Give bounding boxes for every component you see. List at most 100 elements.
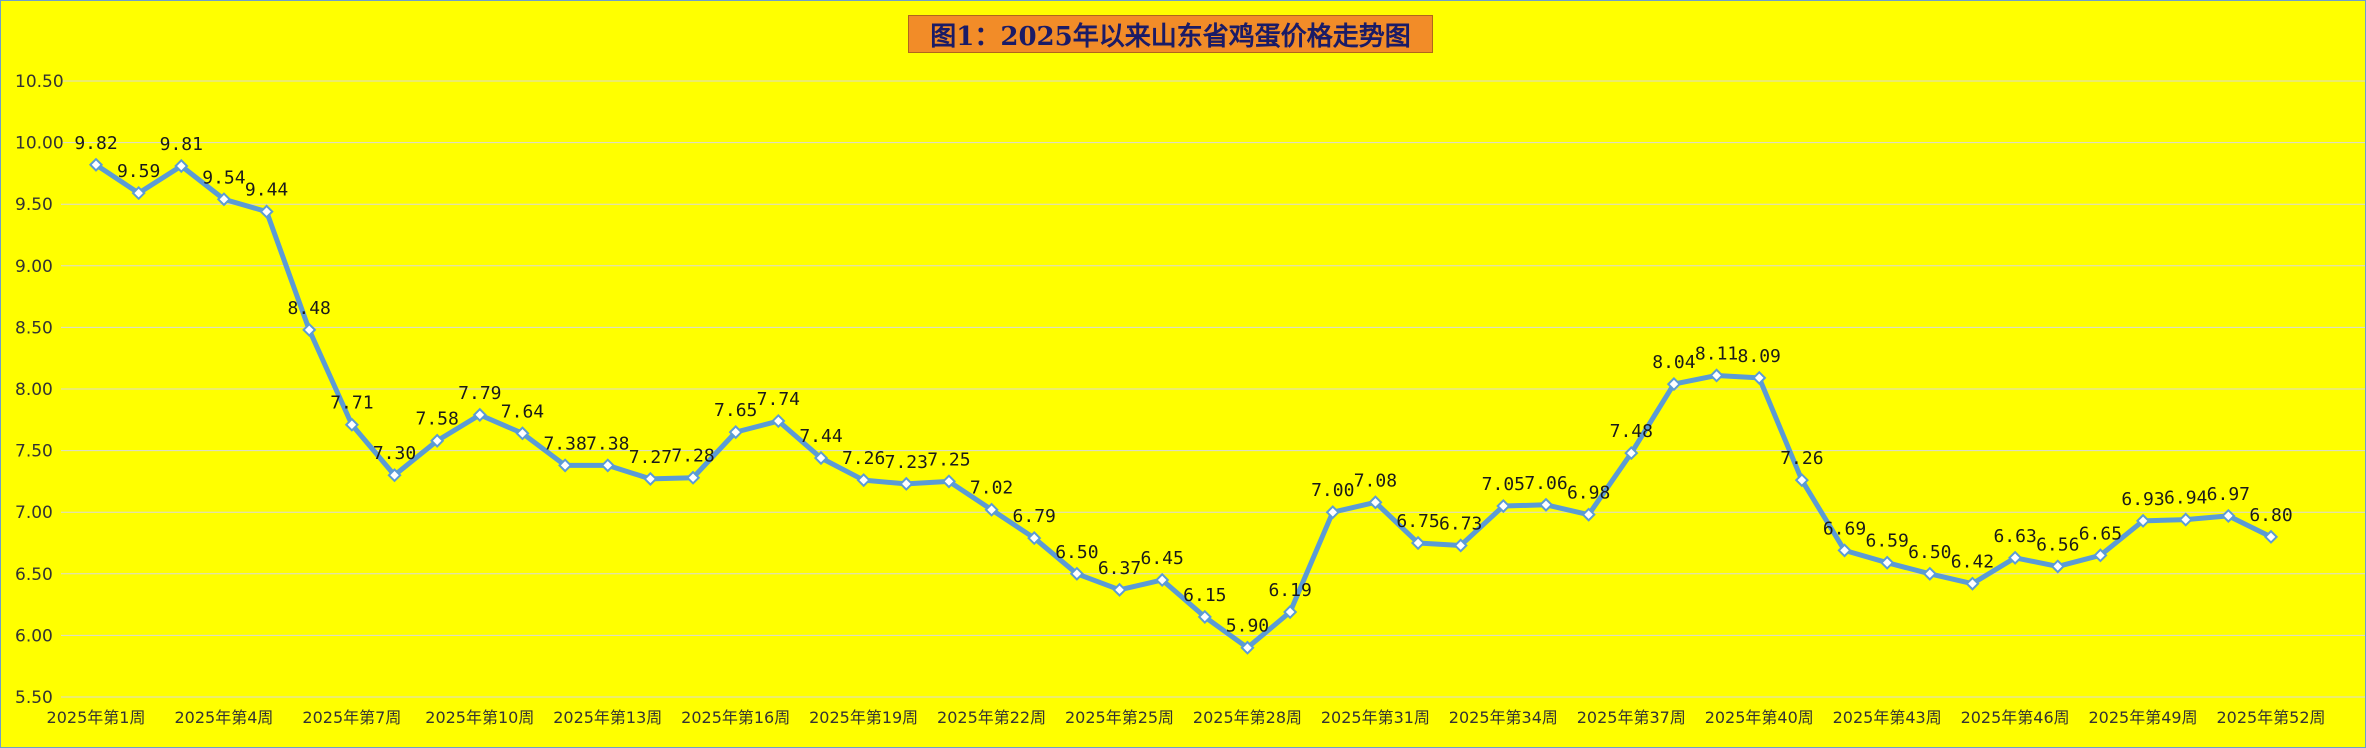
data-point [1837,543,1852,558]
data-point [472,407,487,422]
data-label: 7.00 [1311,480,1354,501]
x-tick-label: 2025年第49周 [2089,708,2198,727]
data-label: 6.94 [2164,488,2207,509]
data-label: 7.38 [586,433,629,454]
data-point [1794,473,1809,488]
x-tick-label: 2025年第22周 [937,708,1046,727]
x-tick-label: 2025年第13周 [553,708,662,727]
data-label: 8.11 [1695,343,1738,364]
data-label: 9.44 [245,180,288,201]
data-point [2050,559,2065,574]
y-tick-label: 6.00 [15,626,53,646]
data-label: 7.58 [415,409,458,430]
data-label: 7.30 [373,443,416,464]
x-tick-label: 2025年第46周 [1961,708,2070,727]
x-tick-label: 2025年第52周 [2216,708,2325,727]
data-label: 6.79 [1013,506,1056,527]
data-point [515,426,530,441]
data-label: 6.59 [1865,531,1908,552]
x-axis-ticks: 2025年第1周 2025年第4周 2025年第7周 2025年第10周 2025年第1… [47,708,2326,727]
data-label: 9.82 [74,133,117,154]
data-points [88,157,2279,655]
data-label: 8.09 [1738,346,1781,367]
y-tick-label: 9.50 [15,195,53,215]
data-label: 6.42 [1951,552,1994,573]
data-label: 6.75 [1396,511,1439,532]
data-point [88,157,104,172]
x-tick-label: 2025年第40周 [1705,708,1814,727]
data-point [1496,498,1511,514]
data-point [1922,566,1937,581]
data-point [430,433,445,448]
data-label: 6.37 [1098,558,1141,579]
data-label: 6.65 [2079,523,2122,544]
data-label: 7.44 [799,426,842,447]
data-label: 8.48 [288,298,331,319]
x-tick-label: 2025年第7周 [302,708,401,727]
data-point [1453,538,1468,553]
y-axis-ticks: 5.50 6.00 6.50 7.00 7.50 8.00 8.50 9.00 9.50 10.0… [15,72,64,708]
x-tick-label: 2025年第37周 [1577,708,1686,727]
data-label: 7.28 [671,446,714,467]
data-point [2093,548,2108,563]
data-label: 7.79 [458,383,501,404]
data-point [856,473,871,488]
data-point [2135,513,2151,528]
data-point [216,192,232,207]
data-label: 7.71 [330,393,373,414]
data-label: 6.97 [2207,484,2250,505]
data-label: 7.08 [1354,470,1397,491]
data-label: 6.69 [1823,518,1866,539]
x-tick-label: 2025年第10周 [425,708,534,727]
data-label: 7.26 [1780,448,1823,469]
data-point [1112,582,1127,597]
data-point [685,470,701,485]
x-tick-label: 2025年第16周 [681,708,790,727]
data-labels: 9.829.599.81 9.549.44 8.48 7.71 7.30 7.587.79… [74,133,2292,637]
y-tick-label: 6.50 [15,565,53,585]
data-label: 9.54 [202,167,245,188]
data-label: 7.06 [1524,473,1567,494]
data-label: 7.02 [970,478,1013,499]
data-label: 7.26 [842,448,885,469]
data-point [1581,507,1596,522]
data-label: 7.27 [629,447,672,468]
x-tick-label: 2025年第43周 [1833,708,1942,727]
series-line-layer [94,162,2273,651]
data-point [1197,609,1212,624]
y-tick-label: 7.50 [15,442,53,462]
data-point [2221,508,2236,523]
data-label: 7.25 [927,449,970,470]
data-label: 9.59 [117,161,160,182]
data-point [302,322,317,337]
data-point [813,450,829,466]
data-label: 6.45 [1140,548,1183,569]
data-label: 7.65 [714,400,757,421]
y-tick-label: 9.00 [15,257,53,277]
data-point [643,471,658,487]
data-label: 7.23 [885,452,928,473]
data-label: 6.98 [1567,483,1610,504]
data-point [131,186,146,201]
y-tick-label: 5.50 [15,688,53,708]
data-label: 5.90 [1226,616,1269,637]
data-label: 6.50 [1908,542,1951,563]
data-point [259,204,274,219]
data-point [1624,445,1639,461]
data-point [1880,555,1895,570]
data-point [600,458,615,473]
x-tick-label: 2025年第4周 [174,708,273,727]
data-point [728,425,743,440]
data-label: 6.56 [2036,534,2079,555]
data-point [1155,572,1170,588]
data-point [174,158,189,174]
data-label: 7.74 [757,389,800,410]
data-label: 6.15 [1183,585,1226,606]
data-point [1069,566,1084,581]
y-tick-label: 10.00 [15,134,64,154]
data-label: 6.19 [1268,580,1311,601]
x-tick-label: 2025年第34周 [1449,708,1558,727]
data-label: 6.80 [2249,505,2292,526]
data-point [2178,512,2193,527]
